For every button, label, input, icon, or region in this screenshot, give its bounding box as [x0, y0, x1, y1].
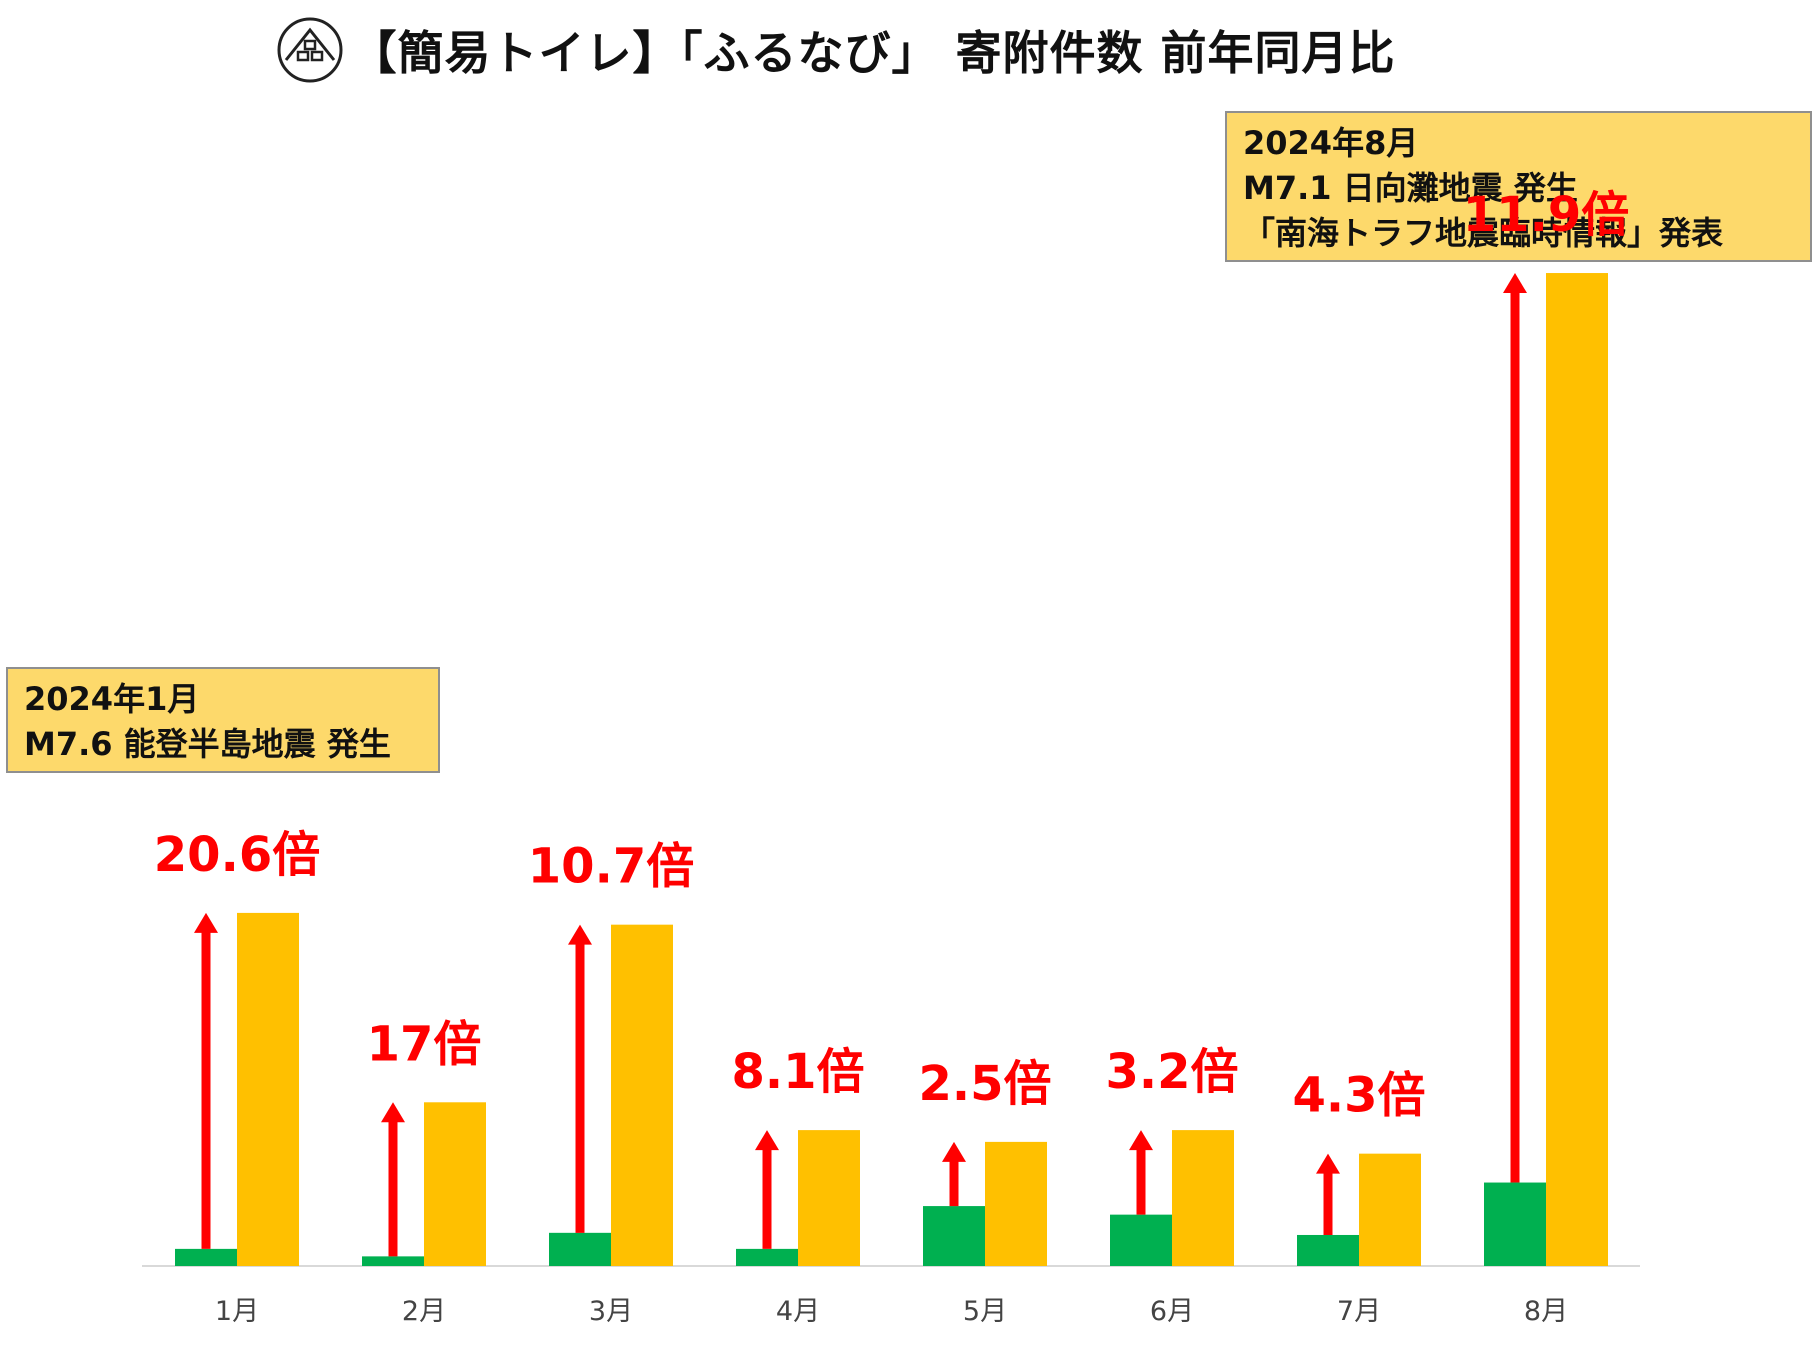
ratio-label: 17倍	[367, 1016, 482, 1072]
bar-current-year	[985, 1141, 1047, 1266]
growth-arrow-head	[1129, 1130, 1153, 1151]
bar-current-year	[1546, 273, 1608, 1266]
annotation-noto-earthquake: 2024年1月 M7.6 能登半島地震 発生	[6, 667, 440, 773]
bar-previous-year	[1297, 1234, 1359, 1266]
annotation-line: M7.6 能登半島地震 発生	[24, 725, 391, 763]
x-tick-label: 3月	[589, 1296, 633, 1327]
ratio-label: 10.7倍	[528, 839, 694, 895]
bar-current-year	[424, 1102, 486, 1266]
growth-arrow-head	[1503, 273, 1527, 294]
annotation-hyuganada-earthquake: 2024年8月 M7.1 日向灘地震 発生 「南海トラフ地震臨時情報」発表	[1225, 111, 1812, 262]
bar-current-year	[1359, 1153, 1421, 1266]
bar-previous-year	[1484, 1182, 1546, 1266]
x-tick-label: 2月	[402, 1296, 446, 1327]
title-row: 【簡易トイレ】「ふるなび」 寄附件数 前年同月比	[0, 10, 1812, 90]
ratio-label: 8.1倍	[731, 1044, 864, 1100]
bar-current-year	[237, 912, 299, 1266]
growth-arrow-head	[568, 924, 592, 945]
x-tick-label: 6月	[1150, 1296, 1194, 1327]
bar-previous-year	[362, 1256, 424, 1266]
growth-arrow-head	[194, 912, 218, 933]
bar-previous-year	[175, 1248, 237, 1266]
growth-arrow-head	[755, 1130, 779, 1151]
ratio-label: 11.9倍	[1463, 187, 1629, 243]
ratio-label: 20.6倍	[154, 827, 320, 883]
x-tick-label: 8月	[1524, 1296, 1568, 1327]
growth-arrow-head	[1316, 1153, 1340, 1174]
annotation-line: 2024年1月	[24, 680, 200, 718]
bar-previous-year	[1110, 1214, 1172, 1266]
chart-title: 【簡易トイレ】「ふるなび」 寄附件数 前年同月比	[350, 26, 1396, 80]
bar-current-year	[611, 924, 673, 1266]
ratio-label: 3.2倍	[1105, 1044, 1238, 1100]
growth-arrow-head	[381, 1102, 405, 1123]
x-tick-label: 5月	[963, 1296, 1007, 1327]
x-tick-label: 4月	[776, 1296, 820, 1327]
bar-previous-year	[923, 1206, 985, 1266]
annotation-line: 2024年8月	[1243, 124, 1419, 162]
bar-current-year	[798, 1130, 860, 1266]
ratio-label: 4.3倍	[1292, 1068, 1425, 1124]
x-tick-label: 7月	[1337, 1296, 1381, 1327]
bar-previous-year	[736, 1248, 798, 1266]
annotation-line: M7.1 日向灘地震 発生	[1243, 169, 1578, 207]
bar-current-year	[1172, 1130, 1234, 1266]
bar-previous-year	[549, 1232, 611, 1266]
house-logo-icon	[277, 17, 343, 83]
x-tick-label: 1月	[215, 1296, 259, 1327]
ratio-label: 2.5倍	[918, 1056, 1051, 1112]
growth-arrow-head	[942, 1141, 966, 1162]
annotation-line: 「南海トラフ地震臨時情報」発表	[1243, 214, 1724, 252]
